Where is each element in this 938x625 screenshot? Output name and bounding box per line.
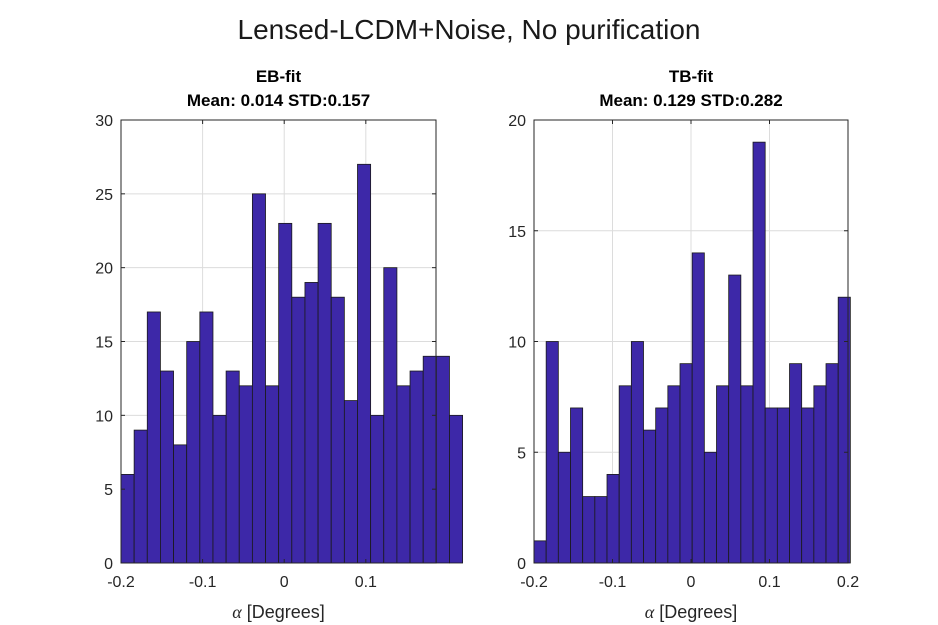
x-tick-label: -0.1 [189,574,217,591]
histogram-bar [691,252,705,564]
histogram-bar [265,385,280,564]
histogram-bar [278,222,293,564]
histogram-bar [133,429,148,564]
histogram-bar [582,496,596,564]
y-tick-label: 15 [508,224,526,241]
panel-title-line: TB-fit [669,67,714,86]
x-axis-title-text: [Degrees] [242,602,325,622]
histogram-bar [789,363,803,564]
histogram-bar [120,473,135,564]
histogram-bar [630,341,644,564]
histogram-bar [396,385,411,564]
histogram-bar [238,385,253,564]
histogram-bar [225,370,240,564]
y-tick-label: 5 [104,482,113,499]
histogram-bar [825,363,839,564]
histogram-bar [740,385,754,564]
x-axis-title: α [Degrees] [232,602,325,622]
histogram-bar [557,451,571,564]
histogram-bar [435,355,450,564]
histogram-bar [606,473,620,564]
histogram-bar [173,444,188,564]
panel-tb-fit: -0.2 -0.1 0 0.1 0.2 0 5 10 15 20 α [Degrees] TB-fit… [508,67,859,622]
y-tick-label: 0 [517,556,526,573]
histogram-bar [409,370,424,564]
histogram-bar [643,429,657,564]
x-tick-label: 0 [687,574,696,591]
histogram-bar [764,407,778,564]
x-axis-title: α [Degrees] [645,602,738,622]
histogram-bar [679,363,693,564]
panel-title-line: Mean: 0.014 STD:0.157 [187,91,370,110]
histogram-bar [776,407,790,564]
histogram-bar [370,414,385,564]
x-tick-label: 0.2 [837,574,859,591]
histogram-bar [343,400,358,564]
x-axis-symbol: α [232,602,242,622]
histogram-bar [212,414,227,564]
y-tick-label: 20 [508,113,526,130]
histogram-bar [728,274,742,564]
histogram-bar [667,385,681,564]
panel-title-line: EB-fit [256,67,302,86]
y-tick-label: 15 [95,335,113,352]
histogram-bar [199,311,214,564]
y-tick-label: 10 [95,408,113,425]
y-tick-label: 30 [95,113,113,130]
histogram-bar [801,407,815,564]
histogram-bar [146,311,161,564]
histogram-bar [813,385,827,564]
histogram-bar [618,385,632,564]
histogram-bar [251,193,266,564]
histogram-bar [545,341,559,564]
histogram-bar [357,163,372,564]
y-tick-label: 25 [95,187,113,204]
histogram-bar [317,222,332,564]
y-tick-label: 20 [95,261,113,278]
figure-title: Lensed-LCDM+Noise, No purification [237,14,701,45]
x-axis-title-text: [Degrees] [654,602,737,622]
x-axis-symbol: α [645,602,655,622]
histogram-bar [160,370,174,564]
histogram-bar [383,267,398,564]
y-tick-label: 10 [508,335,526,352]
histogram-bar [594,496,608,564]
histogram-bar [533,540,547,564]
x-tick-label: -0.2 [520,574,548,591]
histogram-bar [716,385,730,564]
x-tick-label: 0 [280,574,289,591]
histogram-bar [752,141,766,564]
histogram-bar [422,355,437,564]
y-tick-label: 0 [104,556,113,573]
panel-eb-fit: -0.2 -0.1 0 0.1 0 5 10 15 20 25 30 α [Degrees] EB-fi… [95,67,464,622]
histogram-bar [291,296,306,564]
x-tick-label: 0.1 [758,574,780,591]
x-tick-label: -0.2 [107,574,135,591]
histogram-bar [570,407,584,564]
x-tick-label: 0.1 [355,574,377,591]
histogram-bar [837,296,851,564]
x-tick-label: -0.1 [599,574,627,591]
y-tick-label: 5 [517,445,526,462]
panel-title-line: Mean: 0.129 STD:0.282 [599,91,782,110]
histogram-bar [449,414,464,564]
histogram-bar [330,296,345,564]
histogram-bar [655,407,669,564]
histogram-bar [703,451,717,564]
histogram-bar [304,282,319,564]
histogram-bar [186,341,201,564]
